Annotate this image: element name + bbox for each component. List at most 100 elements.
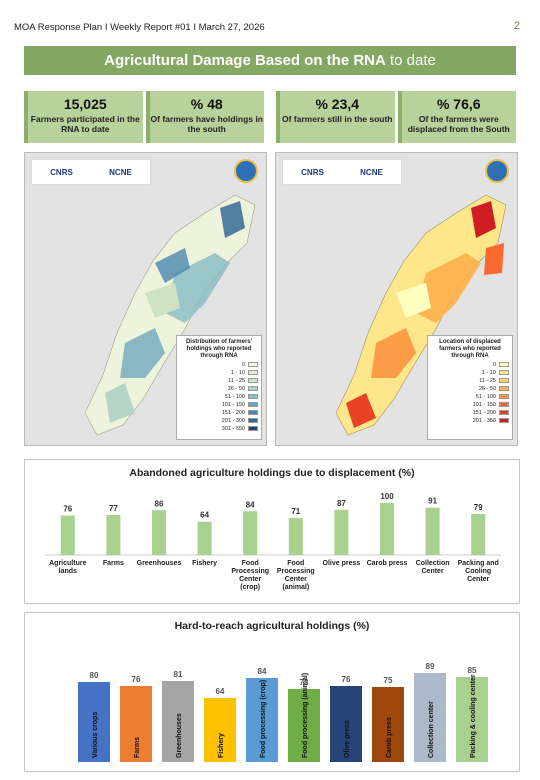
- stat-value: % 76,6: [436, 96, 481, 112]
- legend-label: 151 - 200: [472, 409, 496, 416]
- data-label: 64: [216, 687, 225, 696]
- category-label: Farms: [103, 560, 124, 567]
- data-label: 77: [109, 504, 118, 513]
- map-graphic: [84, 194, 256, 436]
- legend-swatch: [248, 386, 258, 391]
- data-label: 64: [200, 511, 209, 520]
- legend-label: 11 - 25: [479, 377, 496, 384]
- legend-label: 0: [241, 361, 245, 368]
- legend-row: 51 - 100: [431, 393, 509, 400]
- legend-label: 151 - 200: [221, 409, 245, 416]
- map-displaced-farmers: CNRS NCNE Location of displaced farmers …: [275, 152, 518, 446]
- legend-row: 26 - 50: [431, 385, 509, 392]
- bar: [471, 513, 486, 555]
- category-label-line: Center: [285, 576, 307, 583]
- category-label: Food Processing Center (crop): [231, 560, 269, 591]
- legend-row: 301 - 550: [180, 425, 258, 432]
- stat-card: 15,025 Farmers participated in the RNA t…: [24, 91, 143, 143]
- category-label: Packing and Cooling Center: [458, 560, 499, 583]
- bar: [425, 507, 440, 555]
- legend-title: Distribution of farmers' holdings who re…: [185, 339, 253, 359]
- category-label: Packing & cooling center: [470, 674, 477, 758]
- category-label-line: (animal): [282, 584, 309, 591]
- category-label: Collection center: [428, 701, 435, 758]
- partner-logos: CNRS NCNE: [282, 159, 402, 185]
- category-label: Carob press: [386, 717, 393, 758]
- page-number: 2: [513, 20, 520, 32]
- category-label-line: (crop): [240, 584, 260, 591]
- data-label: 75: [384, 676, 393, 685]
- data-label: 85: [468, 666, 477, 675]
- logo-cnrs: CNRS: [301, 167, 324, 177]
- data-label: 79: [474, 503, 483, 512]
- legend-label: 51 - 100: [475, 393, 496, 400]
- category-label-line: Center: [422, 568, 444, 575]
- category-label: Carob press: [367, 560, 408, 567]
- category-label-line: Processing: [231, 568, 269, 575]
- category-label: Agriculture lands: [49, 560, 86, 575]
- category-label: Various crops: [92, 712, 99, 758]
- legend-swatch: [499, 378, 509, 383]
- legend-row: 1 - 10: [180, 369, 258, 376]
- bar: [414, 673, 446, 762]
- banner-title-suffix: to date: [385, 52, 436, 69]
- bar-chart: 76 Agriculture lands 77 Farms 86 Greenhouses 64…: [45, 492, 501, 591]
- ministry-seal-icon: [485, 159, 509, 183]
- stat-card: % 23,4 Of farmers still in the south: [276, 91, 395, 143]
- data-label: 100: [380, 492, 394, 501]
- legend-row: 11 - 25: [180, 377, 258, 384]
- category-label: Food Processing Center (animal): [277, 560, 315, 591]
- stat-card: % 48 Of farmers have holdings in the sou…: [145, 91, 264, 143]
- category-label-line: Packing and: [458, 560, 499, 567]
- legend-swatch: [499, 370, 509, 375]
- bar: [288, 689, 320, 762]
- legend-row: 101 - 150: [180, 401, 258, 408]
- bar: [243, 511, 258, 555]
- legend-swatch: [248, 410, 258, 415]
- category-label-line: Food: [242, 560, 259, 567]
- legend-row: 151 - 200: [431, 409, 509, 416]
- legend-swatch: [248, 370, 258, 375]
- category-label-line: Olive press: [323, 560, 361, 567]
- legend-title: Location of displaced farmers who report…: [439, 339, 501, 359]
- stat-card: % 76,6 Of the farmers were displaced fro…: [397, 91, 516, 143]
- legend-row: 51 - 100: [180, 393, 258, 400]
- banner-title: Agricultural Damage Based on the RNA: [104, 52, 386, 69]
- bar: [152, 510, 166, 555]
- legend-label: 201 - 300: [221, 417, 245, 424]
- legend-label: 0: [492, 361, 496, 368]
- legend-row: 0: [431, 361, 509, 368]
- bar: [456, 677, 488, 762]
- bar: [78, 682, 110, 762]
- data-label: 76: [342, 675, 351, 684]
- chart-abandoned-holdings: Abandoned agriculture holdings due to di…: [24, 459, 520, 604]
- bar: [204, 698, 236, 762]
- stat-value: % 48: [190, 96, 223, 112]
- category-label-line: Collection: [416, 560, 450, 567]
- legend-row: 11 - 25: [431, 377, 509, 384]
- logo-ncne: NCNE: [109, 167, 132, 177]
- legend-row: 201 - 350: [431, 417, 509, 424]
- legend-swatch: [499, 402, 509, 407]
- legend-label: 201 - 350: [472, 417, 496, 424]
- legend-label: 51 - 100: [224, 393, 245, 400]
- chart-title: Hard-to-reach agricultural holdings (%): [174, 620, 370, 632]
- legend-label: 1 - 10: [230, 369, 245, 376]
- legend-swatch: [499, 410, 509, 415]
- data-label: 73: [300, 678, 309, 687]
- category-label: Fishery: [218, 733, 225, 758]
- data-label: 91: [428, 497, 437, 506]
- bar: [106, 514, 121, 555]
- category-label: Olive press: [323, 560, 361, 567]
- chart-title: Abandoned agriculture holdings due to di…: [129, 467, 415, 479]
- legend-swatch: [248, 402, 258, 407]
- data-label: 80: [90, 671, 99, 680]
- legend-row: 101 - 150: [431, 401, 509, 408]
- legend-label: 11 - 25: [228, 377, 245, 384]
- data-label: 81: [174, 670, 183, 679]
- legend-swatch: [248, 418, 258, 423]
- stat-label: Of farmers have holdings in the south: [150, 114, 263, 134]
- legend-row: 0: [180, 361, 258, 368]
- category-label: Farms: [134, 737, 141, 758]
- data-label: 76: [63, 504, 72, 513]
